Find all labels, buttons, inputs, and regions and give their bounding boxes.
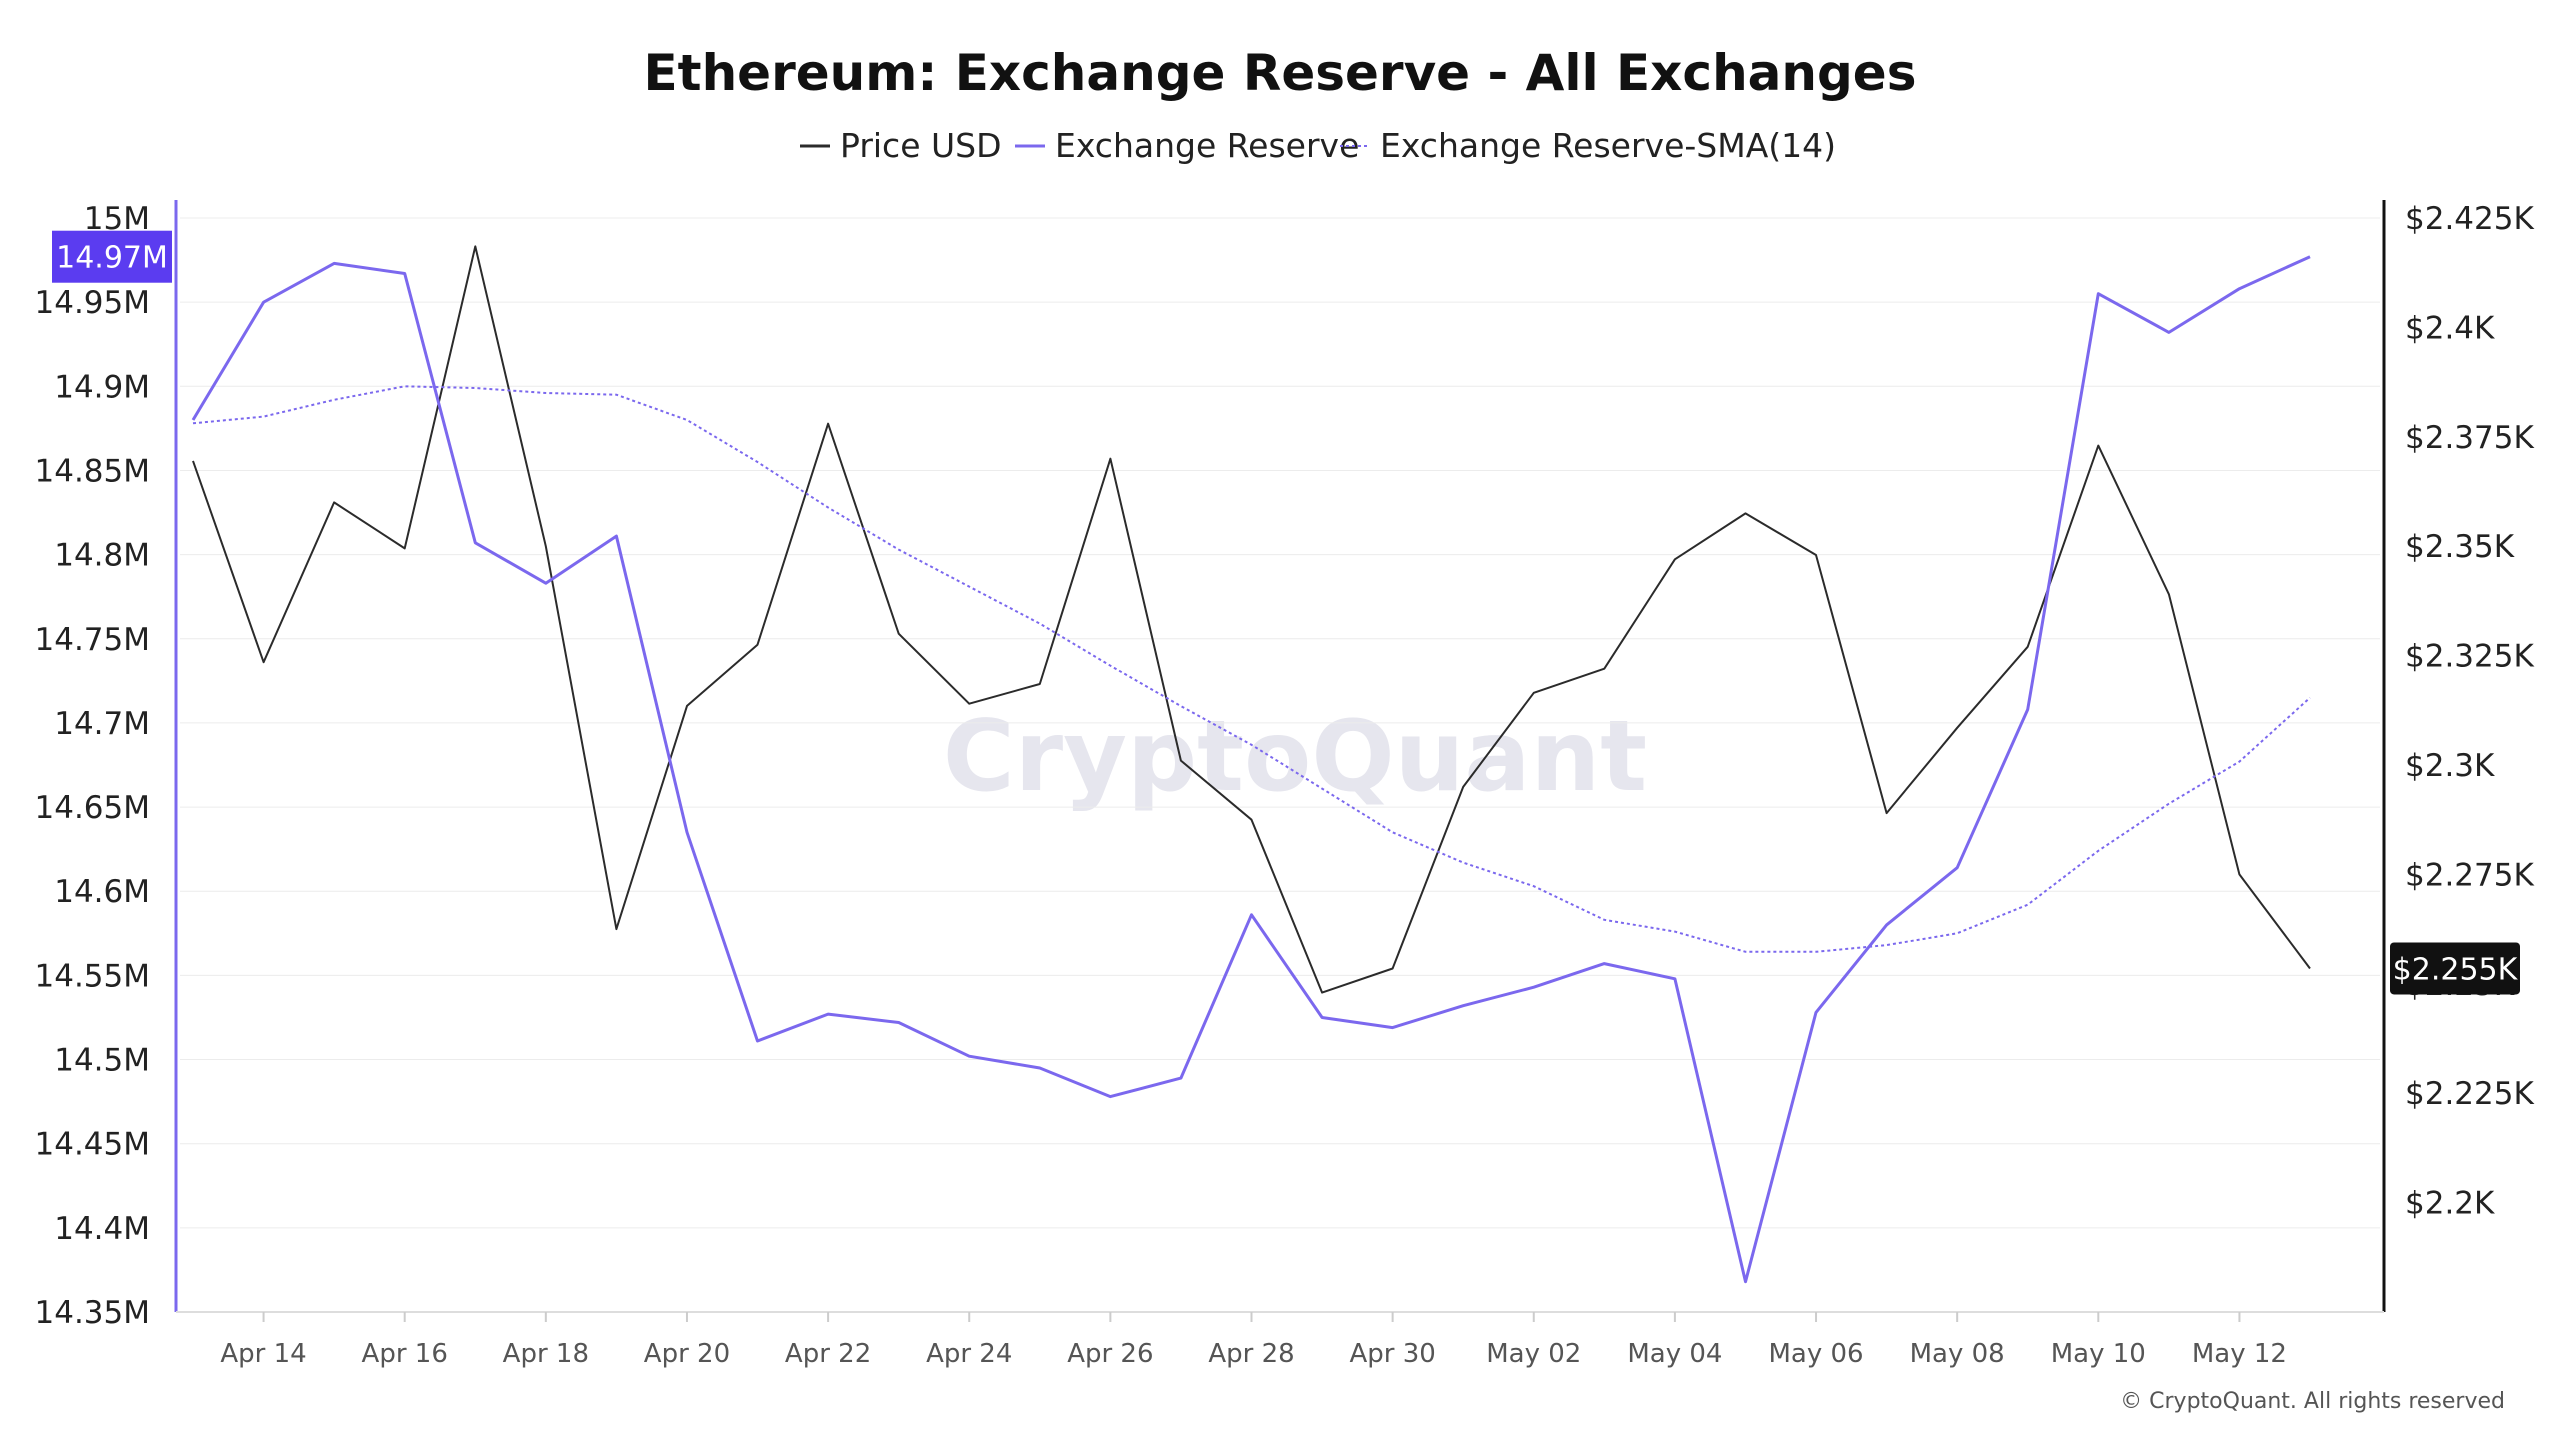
x-tick-label: May 02 xyxy=(1486,1339,1581,1369)
x-tick-label: Apr 16 xyxy=(362,1339,448,1369)
x-tick-label: Apr 18 xyxy=(503,1339,589,1369)
left-tick-label: 14.4M xyxy=(54,1211,150,1247)
x-tick-label: May 10 xyxy=(2051,1339,2146,1369)
left-axis-ticks: 15M14.95M14.9M14.85M14.8M14.75M14.7M14.6… xyxy=(35,201,151,1331)
x-tick-label: May 12 xyxy=(2192,1339,2287,1369)
left-tick-label: 14.5M xyxy=(54,1043,150,1079)
left-tick-label: 14.85M xyxy=(35,453,151,489)
right-tick-label: $2.2K xyxy=(2405,1186,2495,1222)
chart-title: Ethereum: Exchange Reserve - All Exchang… xyxy=(644,44,1917,102)
x-tick-label: Apr 14 xyxy=(220,1339,306,1369)
left-tick-label: 14.45M xyxy=(35,1127,151,1163)
watermark: CryptoQuant xyxy=(943,700,1647,814)
right-tick-label: $2.275K xyxy=(2405,857,2534,893)
left-tick-label: 14.65M xyxy=(35,790,151,826)
axes xyxy=(174,200,2386,1313)
legend-label-sma: Exchange Reserve-SMA(14) xyxy=(1380,126,1836,165)
right-tick-label: $2.325K xyxy=(2405,639,2534,675)
left-tick-label: 14.35M xyxy=(35,1295,151,1331)
right-axis-ticks: $2.425K $2.4K $2.375K $2.35K $2.325K $2.3K $2.… xyxy=(2405,201,2534,1222)
legend-label-reserve: Exchange Reserve xyxy=(1055,126,1359,165)
x-tick-label: Apr 30 xyxy=(1349,1339,1435,1369)
left-axis-current-value-badge: 14.97M xyxy=(52,230,172,283)
series-layer xyxy=(191,245,2311,1284)
left-badge-background xyxy=(52,230,172,283)
left-badge-label: 14.97M xyxy=(56,241,168,276)
legend-item-sma[interactable]: Exchange Reserve-SMA(14) xyxy=(1340,126,1836,165)
x-axis-ticks: Apr 14 Apr 16 Apr 18 Apr 20 Apr 22 Apr 24 Apr … xyxy=(220,1312,2287,1369)
x-tick-label: May 08 xyxy=(1910,1339,2005,1369)
x-tick-label: May 06 xyxy=(1768,1339,1863,1369)
series-line-exchange-reserve xyxy=(191,255,2311,1284)
series-line-price-usd xyxy=(192,245,2311,994)
chart-legend: Price USD Exchange Reserve Exchange Rese… xyxy=(800,126,1836,165)
left-tick-label: 14.8M xyxy=(54,538,150,574)
right-tick-label: $2.375K xyxy=(2405,420,2534,456)
left-tick-label: 14.55M xyxy=(35,958,151,994)
right-badge-background xyxy=(2390,942,2520,995)
legend-label-price: Price USD xyxy=(840,126,1002,165)
left-tick-label: 14.9M xyxy=(54,369,150,405)
x-tick-label: Apr 20 xyxy=(644,1339,730,1369)
legend-item-reserve[interactable]: Exchange Reserve xyxy=(1015,126,1359,165)
right-tick-label: $2.225K xyxy=(2405,1076,2534,1112)
x-tick-label: Apr 28 xyxy=(1208,1339,1294,1369)
x-tick-label: Apr 22 xyxy=(785,1339,871,1369)
copyright-notice: © CryptoQuant. All rights reserved xyxy=(2120,1389,2505,1414)
left-tick-label: 14.6M xyxy=(54,874,150,910)
x-tick-label: May 04 xyxy=(1627,1339,1722,1369)
series-line-exchange-reserve-sma-14- xyxy=(192,385,2311,953)
left-tick-label: 14.75M xyxy=(35,622,151,658)
right-tick-label: $2.425K xyxy=(2405,201,2534,237)
right-tick-label: $2.4K xyxy=(2405,310,2495,346)
right-axis-current-value-badge: $2.255K xyxy=(2390,942,2520,995)
right-badge-label: $2.255K xyxy=(2393,952,2519,987)
right-tick-label: $2.35K xyxy=(2405,529,2515,565)
x-tick-label: Apr 24 xyxy=(926,1339,1012,1369)
x-tick-label: Apr 26 xyxy=(1067,1339,1153,1369)
right-tick-label: $2.3K xyxy=(2405,748,2495,784)
left-tick-label: 14.95M xyxy=(35,285,151,321)
left-tick-label: 14.7M xyxy=(54,706,150,742)
legend-item-price[interactable]: Price USD xyxy=(800,126,1002,165)
